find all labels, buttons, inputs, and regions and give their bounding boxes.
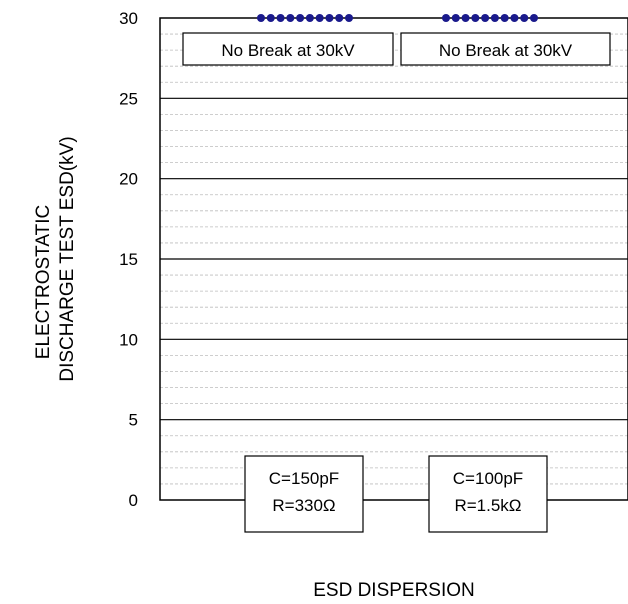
data-point <box>286 14 295 22</box>
data-point <box>500 14 509 22</box>
data-point <box>335 14 344 22</box>
data-point <box>481 14 490 22</box>
test-condition-box <box>428 455 548 533</box>
test-condition-label: R=330Ω <box>272 496 335 515</box>
data-point <box>442 14 450 22</box>
data-point <box>305 14 314 22</box>
no-break-label: No Break at 30kV <box>221 41 355 60</box>
y-axis-ticks: 0 5 10 15 20 25 30 <box>119 9 138 510</box>
y-axis-title-line-2: DISCHARGE TEST ESD(kV) <box>57 136 78 381</box>
y-tick-label: 20 <box>119 170 138 189</box>
data-point <box>296 14 305 22</box>
y-axis-title-line-1: ELECTROSTATIC <box>33 205 54 359</box>
data-point <box>451 14 460 22</box>
data-point <box>520 14 529 22</box>
y-tick-label: 10 <box>119 330 138 349</box>
data-point <box>530 14 538 22</box>
y-tick-label: 30 <box>119 9 138 28</box>
annotations: No Break at 30kV No Break at 30kV C=150pF R… <box>182 32 611 533</box>
test-condition-label: C=100pF <box>453 469 523 488</box>
data-point <box>345 14 353 22</box>
data-point <box>266 14 275 22</box>
data-point <box>325 14 334 22</box>
grid-lines <box>160 33 628 485</box>
data-points <box>257 14 538 22</box>
no-break-label-box <box>182 32 394 66</box>
y-tick-label: 25 <box>119 89 138 108</box>
y-tick-label: 0 <box>129 491 138 510</box>
x-axis-title: ESD DISPERSION <box>313 580 475 601</box>
plot-area-frame <box>159 17 628 501</box>
data-point <box>276 14 285 22</box>
data-point <box>315 14 324 22</box>
data-point <box>510 14 519 22</box>
y-tick-label: 5 <box>129 411 138 430</box>
no-break-label-box <box>400 32 611 66</box>
no-break-label: No Break at 30kV <box>439 41 573 60</box>
data-point <box>461 14 470 22</box>
test-condition-label: R=1.5kΩ <box>454 496 521 515</box>
data-point <box>490 14 499 22</box>
data-point <box>257 14 265 22</box>
test-condition-label: C=150pF <box>269 469 339 488</box>
test-condition-box <box>244 455 364 533</box>
data-point <box>471 14 480 22</box>
y-tick-label: 15 <box>119 250 138 269</box>
